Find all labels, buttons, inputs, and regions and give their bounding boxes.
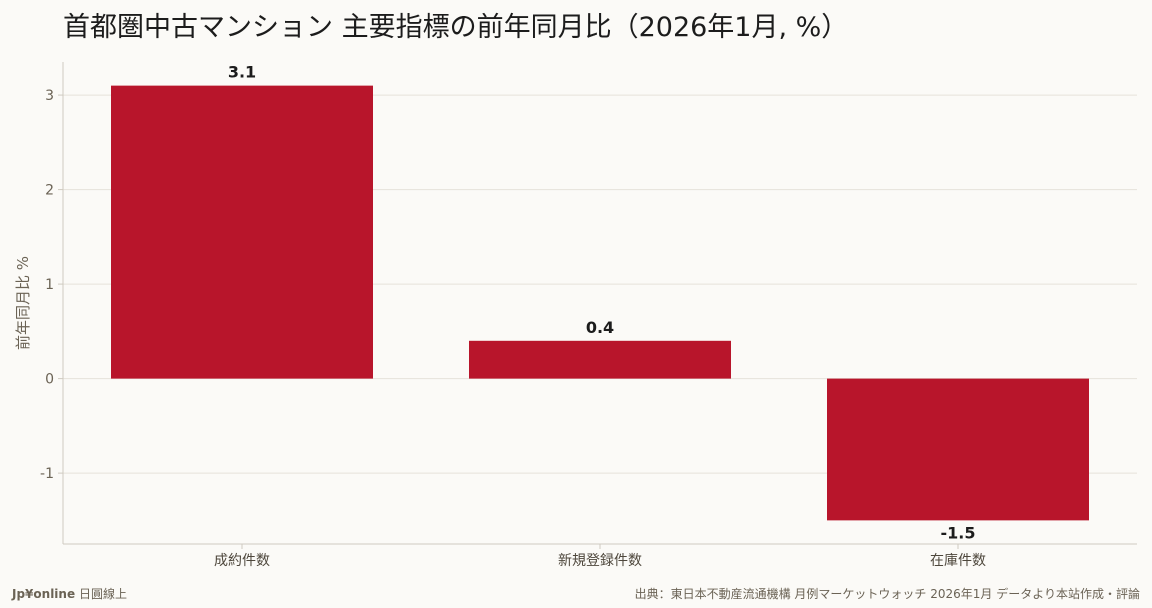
data-label: 0.4 — [586, 318, 614, 337]
brand-subtitle: 日圓線上 — [78, 587, 127, 601]
category-label: 新規登録件数 — [558, 553, 642, 569]
bars — [111, 85, 1089, 521]
category-label: 在庫件数 — [930, 552, 986, 569]
y-tick-label: 0 — [45, 372, 54, 388]
bar — [469, 340, 731, 379]
y-tick-label: -1 — [40, 466, 54, 482]
category-label: 成約件数 — [214, 553, 270, 569]
bar — [111, 85, 373, 379]
bar — [827, 378, 1089, 521]
footer-brand: Jp¥online 日圓線上 — [12, 585, 127, 602]
y-tick-label: 2 — [45, 183, 54, 199]
y-axis-title: 前年同月比 % — [14, 256, 32, 350]
data-label: 3.1 — [228, 63, 256, 82]
category-labels: 成約件数 新規登録件数 在庫件数 — [214, 544, 986, 569]
chart-title: 首都圏中古マンション 主要指標の前年同月比（2026年1月, %） — [63, 12, 849, 43]
y-tick-labels: -1 0 1 2 3 — [40, 88, 63, 482]
data-labels: 3.1 0.4 -1.5 — [228, 63, 976, 543]
brand-name: Jp¥online — [12, 587, 76, 601]
y-tick-label: 3 — [45, 88, 54, 104]
data-label: -1.5 — [941, 523, 976, 542]
y-tick-label: 1 — [45, 277, 54, 293]
footer-source: 出典：東日本不動産流通機構 月例マーケットウォッチ 2026年1月 データより本… — [634, 587, 1140, 601]
